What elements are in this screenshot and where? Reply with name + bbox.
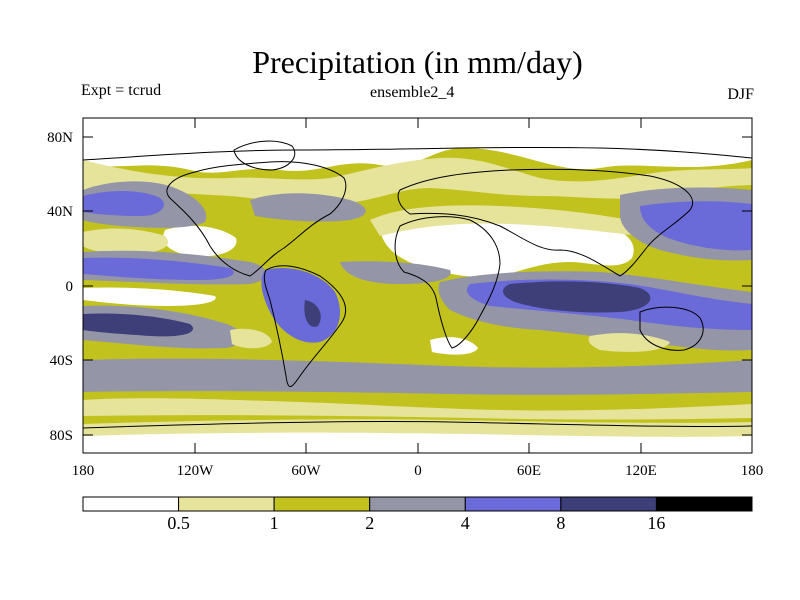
lon-label: 120E <box>625 463 657 479</box>
lon-label: 60W <box>291 463 321 479</box>
colorbar-swatch <box>560 496 657 512</box>
lat-label: 80N <box>47 130 73 146</box>
colorbar-swatch <box>655 496 753 512</box>
lat-ticks <box>83 136 752 436</box>
colorbar-swatch <box>273 496 371 512</box>
colorbar-swatch <box>178 496 275 512</box>
lat-label: 0 <box>66 279 74 295</box>
lon-ticks <box>194 118 642 453</box>
season-label: DJF <box>727 86 754 103</box>
precip-field <box>83 118 752 453</box>
lon-label: 120W <box>177 463 215 479</box>
lat-label: 80S <box>50 428 73 444</box>
colorbar-label: 16 <box>647 513 665 533</box>
map-title: Precipitation (in mm/day) <box>252 44 583 80</box>
colorbar-label: 1 <box>270 513 279 533</box>
experiment-label: Expt = tcrud <box>81 82 162 99</box>
colorbar-swatch <box>464 496 562 512</box>
lon-label: 180 <box>72 463 95 479</box>
lon-label: 0 <box>414 463 422 479</box>
colorbar-label: 0.5 <box>167 513 190 533</box>
coastlines <box>83 140 752 429</box>
lon-label: 180 <box>741 463 764 479</box>
lon-label: 60E <box>517 463 541 479</box>
colorbar: 0.5 1 2 4 8 16 <box>82 496 753 533</box>
colorbar-swatch <box>82 496 180 512</box>
lat-label: 40N <box>47 204 73 220</box>
colorbar-swatch <box>369 496 466 512</box>
colorbar-label: 4 <box>461 513 470 533</box>
colorbar-label: 2 <box>365 513 374 533</box>
colorbar-label: 8 <box>556 513 565 533</box>
ensemble-label: ensemble2_4 <box>370 84 455 101</box>
lat-label: 40S <box>50 353 73 369</box>
